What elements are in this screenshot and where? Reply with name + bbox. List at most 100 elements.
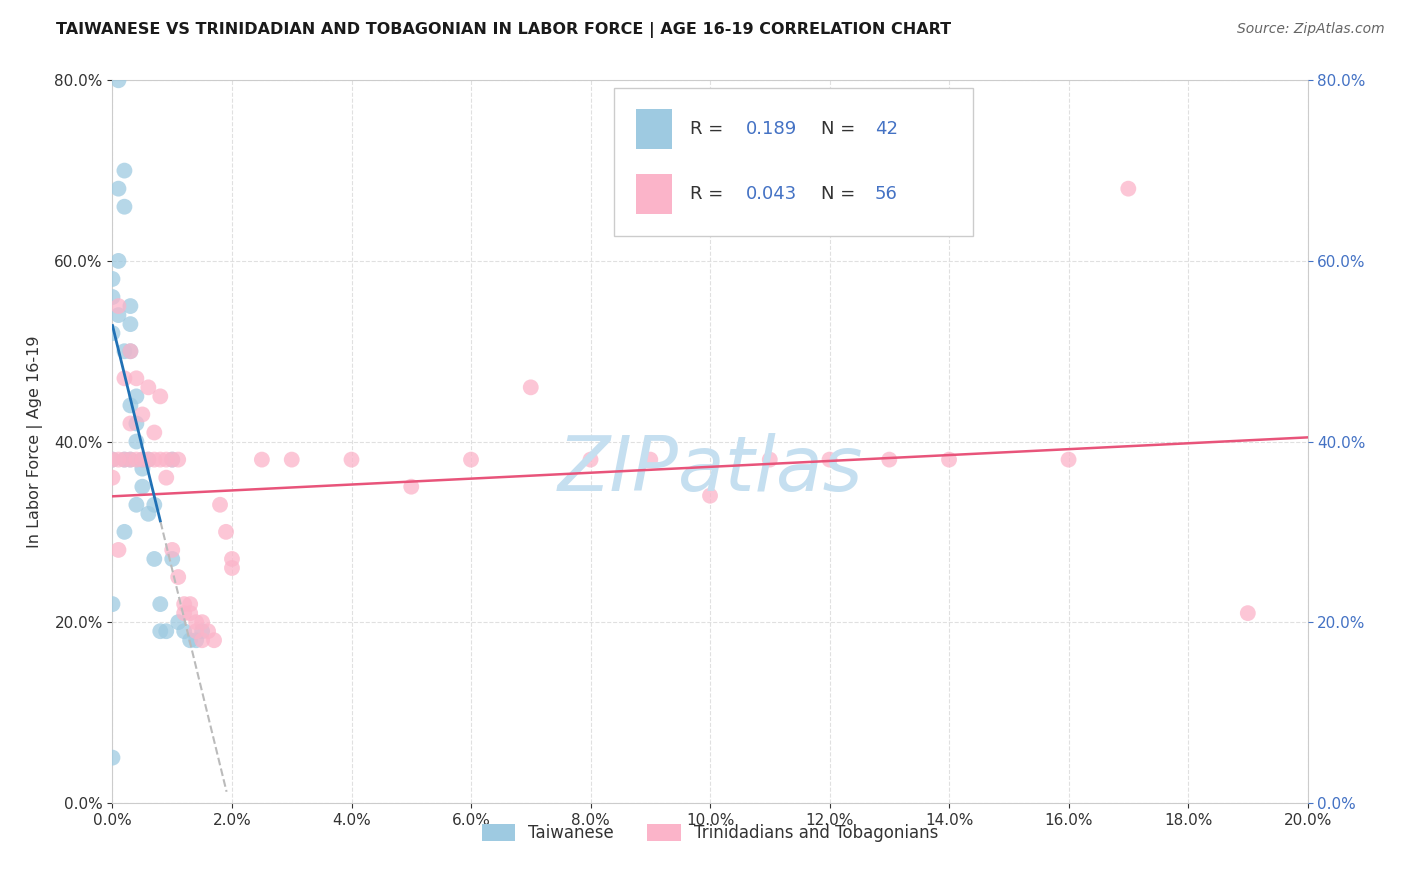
Point (138, 452, 160, 467)
Point (120, 417, 142, 431)
Y-axis label: In Labor Force | Age 16-19: In Labor Force | Age 16-19 (27, 335, 44, 548)
Point (149, 452, 172, 467)
Point (131, 408, 153, 422)
Point (167, 570, 190, 584)
Point (120, 317, 142, 331)
Point (221, 561, 243, 575)
Point (155, 624, 177, 639)
Point (120, 452, 142, 467)
Point (101, 452, 124, 467)
Text: 56: 56 (875, 185, 898, 202)
Point (131, 452, 153, 467)
Point (162, 542, 183, 557)
Text: Source: ZipAtlas.com: Source: ZipAtlas.com (1237, 22, 1385, 37)
Point (107, 254, 129, 268)
Point (197, 624, 219, 639)
Point (155, 452, 177, 467)
Point (186, 624, 208, 639)
Point (114, 344, 135, 359)
Point (101, 326, 124, 340)
Text: TAIWANESE VS TRINIDADIAN AND TOBAGONIAN IN LABOR FORCE | AGE 16-19 CORRELATION C: TAIWANESE VS TRINIDADIAN AND TOBAGONIAN … (56, 22, 952, 38)
Text: ZIPatlas: ZIPatlas (557, 434, 863, 508)
Point (191, 633, 214, 648)
Point (120, 398, 142, 412)
Text: 0.043: 0.043 (747, 185, 797, 202)
Point (138, 507, 160, 521)
Point (120, 299, 142, 313)
FancyBboxPatch shape (614, 87, 973, 235)
Point (143, 425, 166, 440)
Point (1118, 182, 1140, 196)
Point (107, 308, 129, 322)
Point (162, 452, 183, 467)
Point (167, 452, 190, 467)
Point (1237, 606, 1260, 620)
Point (143, 552, 166, 566)
Point (173, 597, 195, 611)
Point (120, 344, 142, 359)
Point (131, 461, 153, 475)
Point (101, 290, 124, 304)
Point (114, 371, 135, 385)
Point (149, 597, 172, 611)
Point (179, 606, 201, 620)
Text: R =: R = (690, 120, 728, 137)
Point (879, 452, 901, 467)
Point (107, 542, 129, 557)
FancyBboxPatch shape (636, 174, 672, 214)
Point (818, 452, 841, 467)
Point (138, 452, 160, 467)
Point (149, 389, 172, 403)
Point (120, 344, 142, 359)
Point (149, 624, 172, 639)
Point (125, 417, 148, 431)
Point (640, 452, 662, 467)
Point (281, 452, 304, 467)
Point (162, 552, 183, 566)
Point (179, 633, 201, 648)
Point (186, 615, 208, 630)
Point (101, 452, 124, 467)
Point (125, 452, 148, 467)
Point (125, 498, 148, 512)
FancyBboxPatch shape (636, 109, 672, 149)
Point (107, 182, 129, 196)
Text: 0.189: 0.189 (747, 120, 797, 137)
Point (107, 452, 129, 467)
Point (579, 452, 602, 467)
Point (114, 200, 135, 214)
Point (114, 452, 135, 467)
Point (155, 471, 177, 485)
Point (131, 452, 153, 467)
Point (460, 452, 482, 467)
Point (162, 452, 183, 467)
Point (138, 380, 160, 394)
Point (131, 480, 153, 494)
Point (173, 624, 195, 639)
Point (340, 452, 363, 467)
Point (125, 389, 148, 403)
Point (191, 615, 214, 630)
Point (107, 73, 129, 87)
Point (759, 452, 782, 467)
Point (202, 633, 225, 648)
Point (120, 452, 142, 467)
Point (1057, 452, 1080, 467)
Point (215, 524, 238, 539)
Point (107, 299, 129, 313)
Point (699, 489, 721, 503)
Point (101, 750, 124, 764)
Text: N =: N = (821, 185, 860, 202)
Point (143, 452, 166, 467)
Point (125, 371, 148, 385)
Point (101, 597, 124, 611)
Point (401, 480, 423, 494)
Point (107, 64, 129, 78)
Point (250, 452, 273, 467)
Point (114, 452, 135, 467)
Point (173, 606, 195, 620)
Point (209, 498, 232, 512)
Point (143, 498, 166, 512)
Text: 42: 42 (875, 120, 898, 137)
Text: R =: R = (690, 185, 728, 202)
